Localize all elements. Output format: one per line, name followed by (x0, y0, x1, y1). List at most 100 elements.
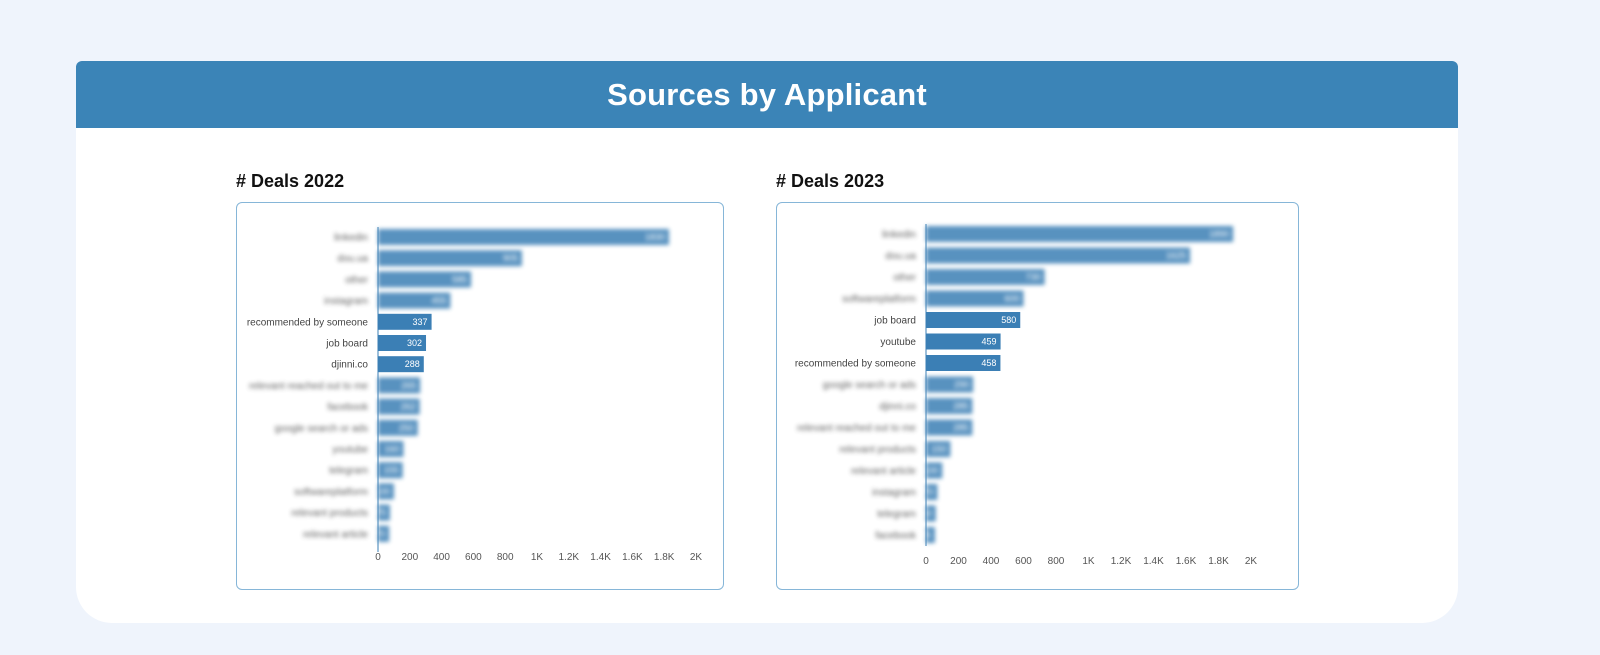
bar (378, 525, 390, 542)
bar (926, 247, 1191, 264)
bar-row: djinni.co 288 (331, 356, 424, 373)
x-tick-label: 1K (531, 552, 544, 563)
bar-chart-2022: linkedin 1830 dou.ua 905 other 585 instagram 45… (247, 227, 702, 563)
bar (926, 484, 938, 500)
bar-row: instagram 455 (324, 292, 451, 309)
bar (378, 335, 427, 351)
bar-value-label: 100 (375, 486, 390, 496)
bar-value-label: 265 (401, 380, 416, 390)
category-label: google search or ads (823, 380, 916, 391)
bar-row: linkedin 1890 (882, 226, 1234, 242)
x-tick-label: 1.2K (559, 552, 580, 563)
category-label: dou.ua (885, 251, 916, 262)
x-tick-label: 2K (1245, 556, 1258, 567)
bar-row: facebook 262 (327, 398, 420, 415)
x-tick-label: 400 (983, 556, 1000, 567)
bar-row: relevant reached out to me 265 (249, 377, 421, 394)
category-label: telegram (329, 466, 368, 477)
bar (926, 312, 1021, 328)
x-tick-label: 0 (375, 552, 381, 563)
x-tick-label: 1.6K (1176, 556, 1197, 567)
bar-value-label: 160 (384, 444, 399, 454)
x-tick-label: 600 (465, 552, 482, 563)
bar-row: dou.ua 905 (337, 250, 522, 267)
bar-value-label: 459 (982, 337, 997, 347)
bar (378, 271, 472, 288)
bar-value-label: 70 (923, 487, 933, 497)
x-tick-label: 1.2K (1111, 556, 1132, 567)
bar-row: other 585 (345, 271, 472, 288)
category-label: recommended by someone (795, 359, 917, 370)
bar-value-label: 290 (954, 380, 969, 390)
x-tick-label: 800 (1048, 556, 1065, 567)
bar (378, 462, 403, 479)
bar (926, 226, 1234, 242)
bar-value-label: 285 (953, 423, 968, 433)
x-tick-label: 200 (950, 556, 967, 567)
bar (378, 250, 522, 267)
bar-value-label: 585 (452, 274, 467, 284)
bar-value-label: 455 (431, 296, 446, 306)
x-tick-label: 1.8K (654, 552, 675, 563)
chart-panel-2023: linkedin 1890 dou.ua 1625 other 730 softwarepl… (776, 202, 1299, 590)
bar-row: youtube 459 (880, 333, 1001, 350)
x-tick-label: 1.4K (1143, 556, 1164, 567)
bar-value-label: 60 (922, 509, 932, 519)
bar-row: google search or ads 250 (275, 419, 418, 436)
chart-title-2023: # Deals 2023 (776, 171, 885, 191)
bar (378, 504, 390, 521)
category-label: relevant products (291, 508, 368, 519)
bar (378, 292, 451, 309)
bar-row: telegram 155 (329, 462, 403, 479)
bar-row: youtube 160 (332, 441, 404, 457)
category-label: recommended by someone (247, 317, 369, 328)
bar-value-label: 285 (953, 401, 968, 411)
bar (378, 313, 432, 330)
category-label: relevant reached out to me (249, 381, 368, 392)
bar (926, 269, 1045, 285)
bar (378, 441, 404, 457)
x-tick-label: 1.6K (622, 552, 643, 563)
category-label: youtube (332, 445, 368, 456)
bar (378, 229, 669, 245)
category-label: instagram (872, 488, 916, 499)
bar-row: softwareplatform 100 (294, 483, 394, 500)
bar (926, 441, 951, 457)
category-label: relevant products (839, 445, 916, 456)
category-label: softwareplatform (842, 294, 916, 305)
bar-row: other 730 (893, 269, 1045, 285)
bar (378, 419, 418, 436)
category-label: relevant reached out to me (797, 423, 916, 434)
chart-title-2022: # Deals 2022 (236, 171, 345, 191)
x-tick-label: 1K (1082, 556, 1095, 567)
category-label: softwareplatform (294, 487, 368, 498)
bar-value-label: 288 (405, 359, 420, 369)
card-title: Sources by Applicant (607, 76, 927, 112)
bar-value-label: 100 (923, 466, 938, 476)
bar (926, 462, 943, 479)
x-tick-label: 0 (923, 556, 929, 567)
bar-row: instagram 70 (872, 484, 938, 500)
x-tick-label: 1.8K (1208, 556, 1229, 567)
bar (926, 376, 974, 393)
category-label: job board (873, 316, 916, 327)
x-tick-label: 400 (433, 552, 450, 563)
bar (926, 527, 935, 543)
x-tick-label: 200 (401, 552, 418, 563)
category-label: relevant article (303, 529, 368, 540)
bar (926, 333, 1001, 350)
category-label: youtube (880, 337, 916, 348)
bar (926, 290, 1024, 307)
category-label: other (345, 275, 368, 286)
bar-value-label: 458 (981, 358, 996, 368)
bar-value-label: 905 (503, 253, 518, 263)
bar-row: recommended by someone 458 (795, 355, 1001, 371)
category-label: facebook (875, 531, 917, 542)
bar-row: job board 580 (873, 312, 1021, 328)
bar (926, 419, 973, 436)
bar-value-label: 600 (1004, 294, 1019, 304)
category-label: linkedin (882, 230, 916, 241)
bar-row: job board 302 (325, 335, 427, 351)
chart-panel-2022: linkedin 1830 dou.ua 905 other 585 instagram 45… (236, 202, 724, 590)
